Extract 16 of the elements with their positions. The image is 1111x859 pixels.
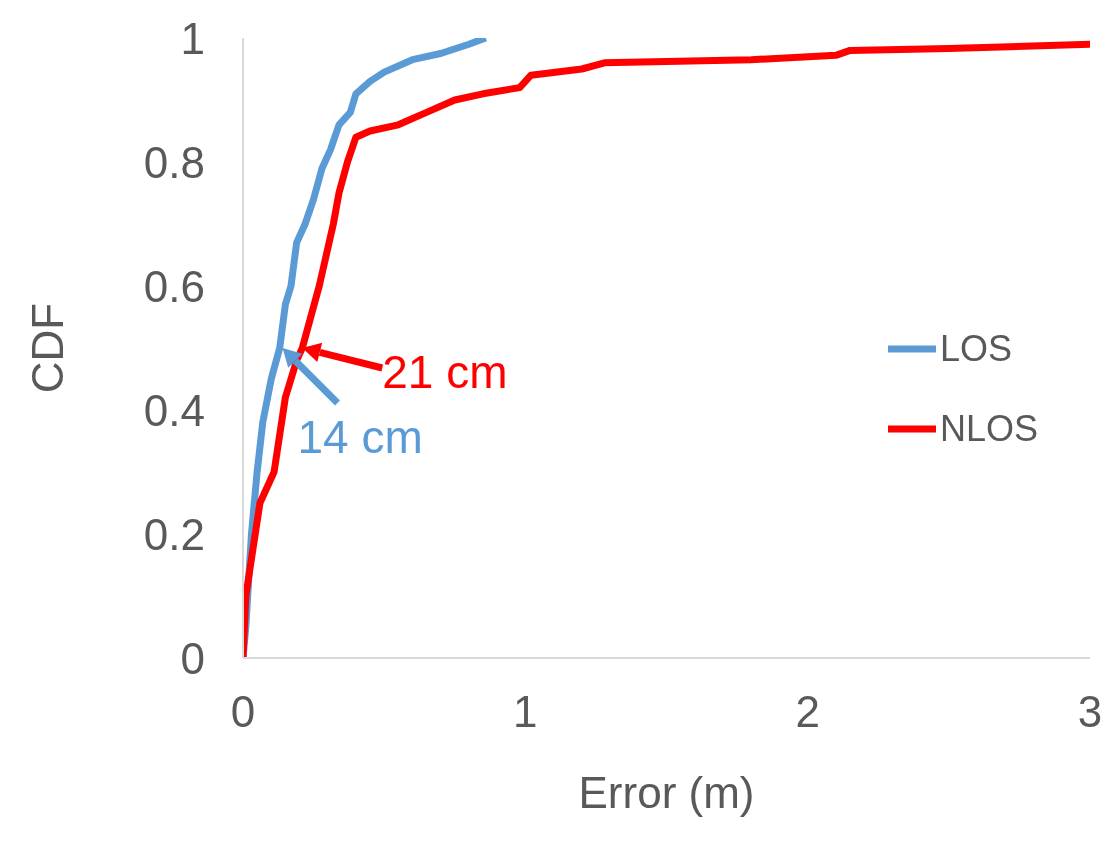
y-tick-label: 0.6 (143, 261, 205, 311)
y-tick-label: 0.4 (143, 385, 205, 435)
x-tick-label: 1 (513, 687, 538, 737)
legend-label: LOS (939, 328, 1012, 370)
annotation: 21 cm (382, 346, 508, 398)
legend-label: NLOS (939, 408, 1038, 450)
y-axis-title: CDF (23, 302, 73, 394)
y-tick-label: 0 (180, 633, 205, 683)
y-tick-label: 1 (180, 13, 205, 63)
x-tick-label: 0 (230, 687, 256, 737)
y-tick-label: 0.8 (143, 137, 205, 187)
y-tick-label: 0.2 (143, 509, 205, 559)
x-axis-title: Error (m) (577, 768, 756, 818)
x-tick-label: 3 (1077, 687, 1103, 737)
x-tick-label: 2 (795, 687, 820, 737)
annotation: 14 cm (297, 411, 423, 463)
